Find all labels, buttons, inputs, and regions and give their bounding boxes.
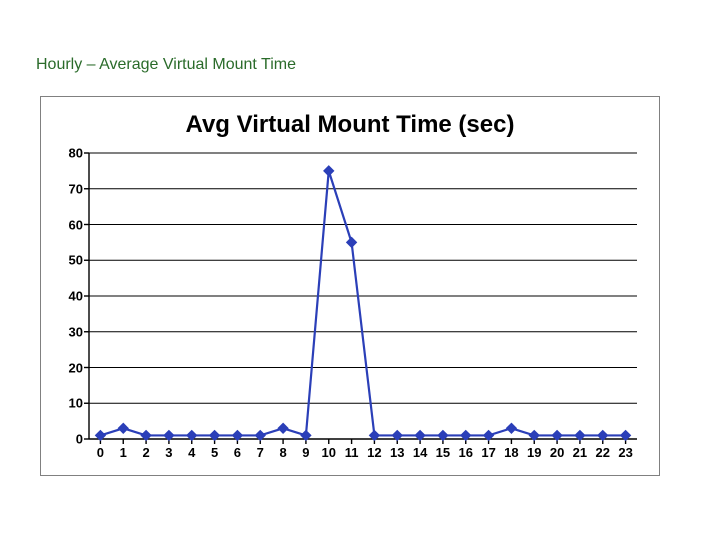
- data-series: [89, 153, 637, 439]
- x-tick-label: 20: [550, 439, 564, 460]
- y-tick-label: 40: [69, 289, 89, 304]
- x-tick-label: 15: [436, 439, 450, 460]
- x-tick-label: 3: [165, 439, 172, 460]
- x-tick-label: 16: [459, 439, 473, 460]
- x-tick-label: 14: [413, 439, 427, 460]
- x-tick-label: 5: [211, 439, 218, 460]
- x-tick-label: 19: [527, 439, 541, 460]
- x-tick-label: 11: [345, 439, 359, 460]
- series-marker: [118, 423, 128, 433]
- series-marker: [347, 237, 357, 247]
- plot-area: 0102030405060708001234567891011121314151…: [89, 153, 637, 439]
- x-tick-label: 2: [142, 439, 149, 460]
- y-tick-label: 60: [69, 217, 89, 232]
- x-tick-label: 17: [481, 439, 495, 460]
- x-tick-label: 9: [302, 439, 309, 460]
- x-tick-label: 4: [188, 439, 195, 460]
- chart-frame: Avg Virtual Mount Time (sec) 01020304050…: [40, 96, 660, 476]
- series-line: [100, 171, 625, 436]
- x-tick-label: 12: [367, 439, 381, 460]
- series-marker: [278, 423, 288, 433]
- x-tick-label: 13: [390, 439, 404, 460]
- y-tick-label: 50: [69, 253, 89, 268]
- x-tick-label: 10: [322, 439, 336, 460]
- series-marker: [324, 166, 334, 176]
- x-tick-label: 23: [618, 439, 632, 460]
- x-tick-label: 7: [257, 439, 264, 460]
- x-tick-label: 1: [120, 439, 127, 460]
- y-tick-label: 70: [69, 181, 89, 196]
- x-tick-label: 6: [234, 439, 241, 460]
- y-tick-label: 20: [69, 360, 89, 375]
- x-tick-label: 8: [279, 439, 286, 460]
- y-tick-label: 30: [69, 324, 89, 339]
- y-tick-label: 80: [69, 146, 89, 161]
- x-tick-label: 22: [596, 439, 610, 460]
- y-tick-label: 0: [76, 432, 89, 447]
- x-tick-label: 18: [504, 439, 518, 460]
- y-tick-label: 10: [69, 396, 89, 411]
- series-marker: [506, 423, 516, 433]
- chart-title: Avg Virtual Mount Time (sec): [41, 111, 659, 139]
- x-tick-label: 0: [97, 439, 104, 460]
- section-title: Hourly – Average Virtual Mount Time: [36, 56, 296, 74]
- x-tick-label: 21: [573, 439, 587, 460]
